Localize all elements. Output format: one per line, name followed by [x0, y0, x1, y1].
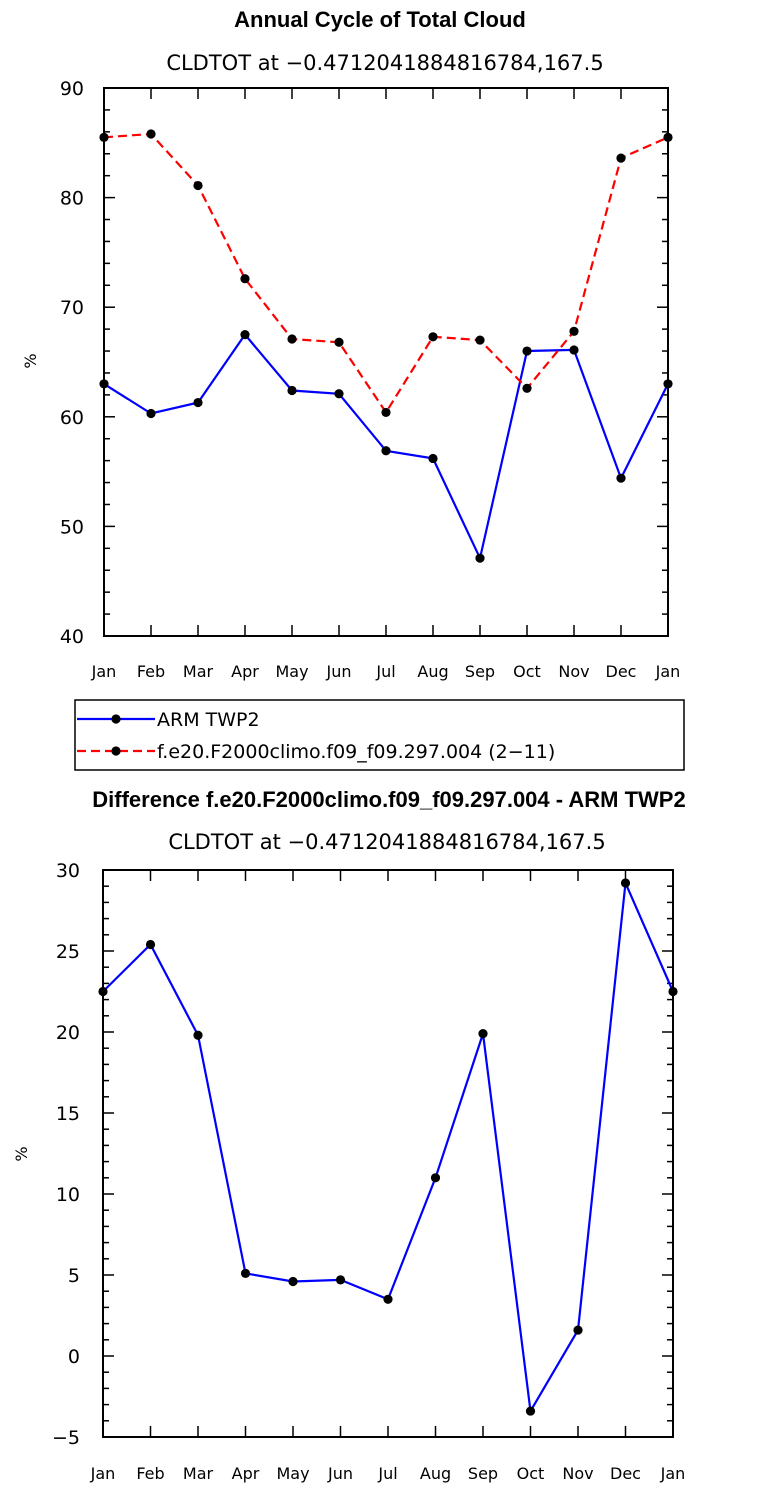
data-point [428, 332, 438, 342]
x-tick-label: Jan [660, 1464, 686, 1483]
y-tick-label: 70 [60, 297, 84, 319]
x-tick-label: Apr [232, 1464, 260, 1483]
y-tick-label: 15 [56, 1103, 80, 1125]
data-point [616, 153, 626, 163]
data-point [430, 1173, 441, 1183]
data-point [428, 453, 438, 464]
data-point [475, 335, 485, 345]
x-tick-label: Aug [417, 662, 448, 681]
x-tick-label: Aug [420, 1464, 451, 1483]
y-tick-label: 60 [60, 407, 84, 429]
data-point [668, 986, 678, 997]
x-tick-label: Jul [377, 1464, 397, 1483]
y-tick-label: 50 [60, 516, 84, 538]
x-tick-label: Sep [465, 662, 495, 681]
legend-marker [111, 746, 121, 756]
y-tick-label: 10 [56, 1184, 80, 1206]
chart1-y-axis-label: % [21, 353, 40, 368]
chart2-subtitle: CLDTOT at −0.4712041884816784,167.5 [168, 830, 605, 854]
data-point [569, 345, 579, 355]
y-tick-label: 80 [60, 188, 84, 210]
data-point [334, 337, 344, 347]
legend-label-1: ARM TWP2 [157, 709, 260, 731]
data-point [193, 397, 203, 408]
x-tick-label: Dec [606, 662, 637, 681]
data-point [383, 1294, 393, 1304]
data-point [525, 1406, 536, 1416]
chart1-frame [103, 87, 669, 637]
x-tick-label: Jan [655, 662, 681, 681]
x-tick-label: Nov [558, 662, 589, 681]
chart1-plot-area: 40 50 60 70 80 90 Jan Feb Mar Apr May Jun Jul Aug Sep O… [60, 78, 681, 681]
data-point [99, 379, 109, 389]
data-point [663, 379, 673, 389]
data-point [569, 326, 579, 336]
data-point [98, 986, 108, 997]
y-tick-label: 5 [68, 1265, 80, 1287]
data-point [146, 129, 156, 139]
chart2-frame [102, 869, 674, 1438]
x-tick-label: Mar [183, 662, 214, 681]
data-point [663, 132, 673, 142]
y-tick-label: 90 [60, 78, 84, 100]
data-point [475, 553, 485, 563]
data-point [335, 1275, 346, 1285]
series-line-1 [102, 878, 675, 1415]
chart2-y-axis-label: % [12, 1146, 31, 1161]
data-point [99, 132, 109, 142]
y-tick-label: 20 [56, 1022, 80, 1044]
chart1-subtitle: CLDTOT at −0.4712041884816784,167.5 [166, 51, 603, 75]
series-line-2 [103, 132, 669, 415]
data-point [240, 330, 250, 340]
legend-marker [111, 714, 121, 724]
chart2-plot-area: −5 0 5 10 15 20 25 30 Jan Feb Mar Apr May Jun Jul Aug Se… [52, 860, 685, 1483]
data-point [522, 346, 532, 356]
x-tick-label: Mar [183, 1464, 214, 1483]
legend-label-2: f.e20.F2000climo.f09_f09.297.004 (2−11) [157, 741, 555, 763]
data-point [193, 1030, 203, 1040]
data-point [616, 473, 626, 483]
y-tick-label: −5 [52, 1427, 80, 1449]
data-point [145, 939, 156, 950]
data-point [478, 1029, 488, 1039]
data-point [522, 383, 532, 393]
x-tick-label: Sep [468, 1464, 498, 1483]
data-point [381, 407, 391, 418]
x-tick-label: Feb [136, 1464, 164, 1483]
x-tick-label: Dec [610, 1464, 641, 1483]
x-tick-label: Apr [231, 662, 259, 681]
x-tick-label: Nov [562, 1464, 593, 1483]
legend: ARM TWP2 f.e20.F2000climo.f09_f09.297.004… [74, 699, 685, 771]
data-point [193, 180, 203, 191]
y-tick-label: 30 [56, 860, 80, 882]
data-point [381, 446, 391, 456]
data-point [573, 1325, 583, 1335]
legend-box [74, 699, 685, 771]
data-point [288, 1276, 298, 1287]
data-point [240, 1268, 251, 1278]
data-point [334, 389, 344, 399]
y-tick-label: 40 [60, 626, 84, 648]
y-tick-label: 0 [68, 1346, 80, 1368]
y-tick-label: 25 [56, 941, 80, 963]
data-point [620, 878, 631, 888]
x-tick-label: Oct [513, 662, 541, 681]
x-tick-label: Jan [90, 1464, 116, 1483]
x-tick-label: Feb [137, 662, 165, 681]
chart1-title: Annual Cycle of Total Cloud [234, 7, 526, 32]
x-tick-label: Jun [327, 1464, 353, 1483]
x-tick-label: Jul [375, 662, 395, 681]
data-point [146, 408, 156, 419]
x-tick-label: May [276, 1464, 309, 1483]
data-point [287, 334, 297, 344]
data-point [240, 274, 250, 284]
x-tick-label: Jan [91, 662, 117, 681]
data-point [287, 385, 297, 396]
x-tick-label: Jun [326, 662, 352, 681]
chart2-title: Difference f.e20.F2000climo.f09_f09.297.… [92, 787, 685, 812]
x-tick-label: May [275, 662, 308, 681]
x-tick-label: Oct [517, 1464, 545, 1483]
